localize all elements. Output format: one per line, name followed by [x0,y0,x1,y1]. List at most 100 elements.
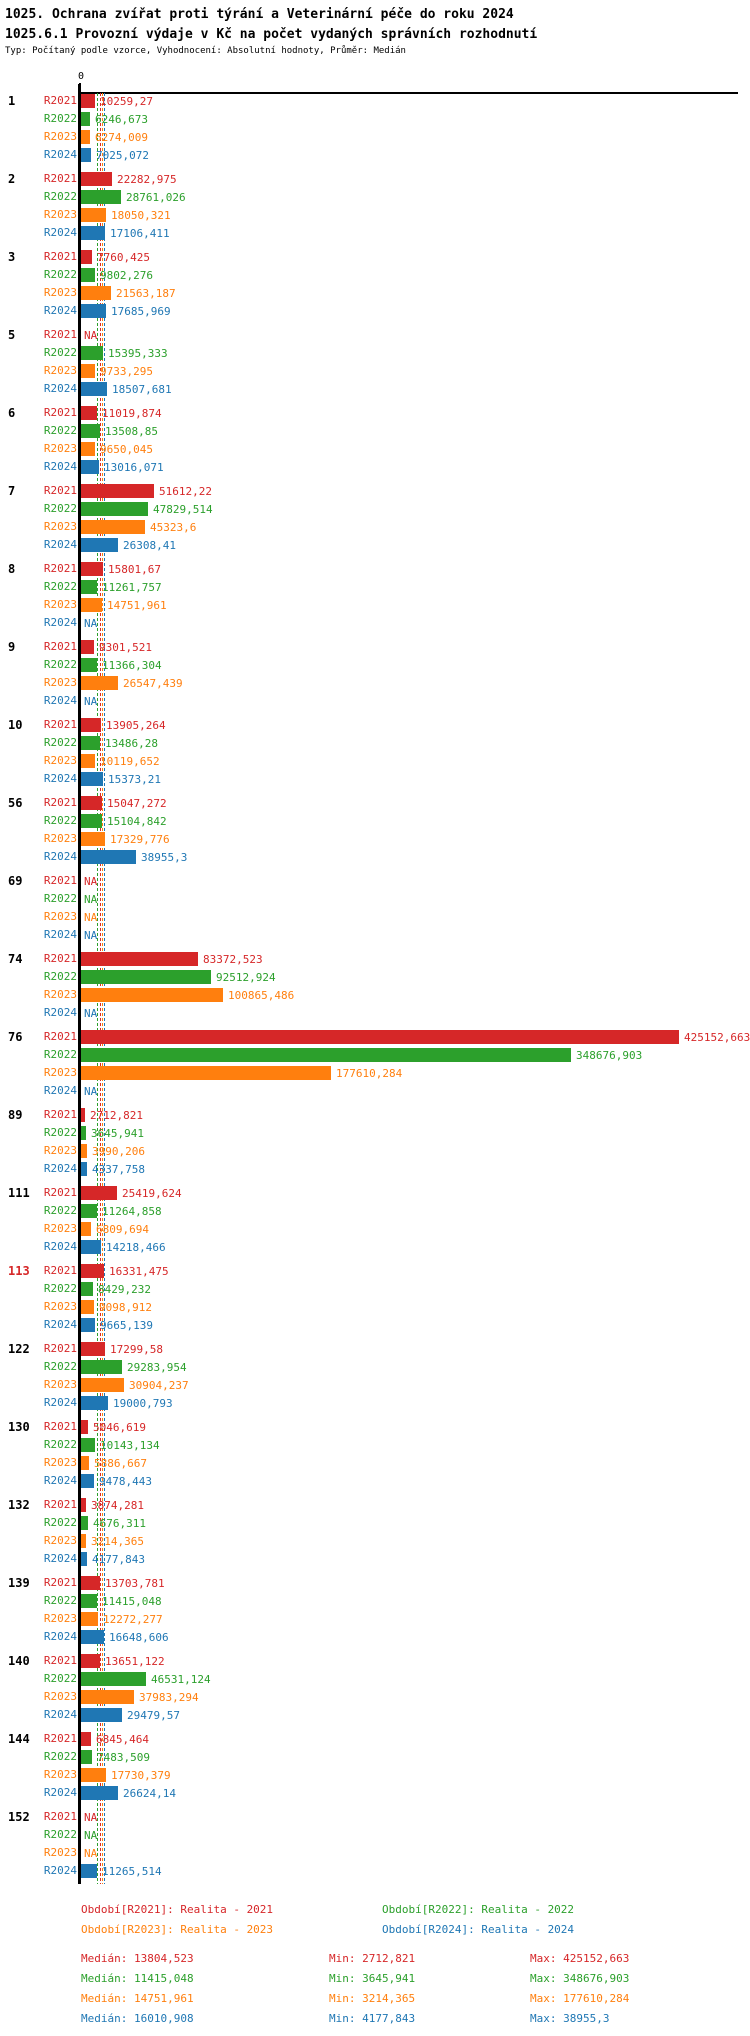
bar [81,1534,86,1548]
series-row-label: R2021 [43,1420,77,1433]
bar-value-label: 29479,57 [127,1709,180,1722]
series-row-label: R2023 [43,442,77,455]
bar-value-label: 17685,969 [111,305,171,318]
bar-value-label: 7483,509 [97,1751,150,1764]
series-row-label: R2022 [43,736,77,749]
bar-value-label: 15104,842 [107,815,167,828]
series-row-label: R2021 [43,1810,77,1823]
stat-median-r2022: Medián: 11415,048 [81,1972,194,1985]
bar-value-label: 13703,781 [105,1577,165,1590]
category-label: 5 [8,328,16,342]
series-row-label: R2022 [43,1204,77,1217]
series-row-label: R2024 [43,460,77,473]
bar-value-label: 177610,284 [336,1067,403,1080]
bar [81,442,95,456]
bar [81,736,100,750]
bar-value-label: 16648,606 [109,1631,169,1644]
bar-value-label: 15801,67 [108,563,161,576]
bar [81,268,95,282]
series-row-label: R2022 [43,814,77,827]
series-row-label: R2023 [43,1534,77,1547]
series-row-label: R2024 [43,1318,77,1331]
category-label: 69 [8,874,23,888]
series-row-label: R2023 [43,1222,77,1235]
series-row-label: R2021 [43,1108,77,1121]
series-row-label: R2024 [43,1474,77,1487]
stat-max-r2023: Max: 177610,284 [530,1992,630,2005]
series-row-label: R2023 [43,1144,77,1157]
bar-value-label: 83372,523 [203,953,263,966]
series-row-label: R2022 [43,1438,77,1451]
series-row-label: R2021 [43,640,77,653]
series-row-label: R2021 [43,94,77,107]
bar-value-label: 17299,58 [110,1343,163,1356]
category-label: 144 [8,1732,30,1746]
bar-value-label: 26624,14 [123,1787,176,1800]
bar-value-label: 26547,439 [123,677,183,690]
bar-value-label: 6246,673 [95,113,148,126]
bar-value-label: 51612,22 [159,485,212,498]
series-row-label: R2023 [43,910,77,923]
bar-value-label: 8429,232 [98,1283,151,1296]
category-label: 74 [8,952,23,966]
series-row-label: R2022 [43,580,77,593]
bar [81,580,97,594]
bar [81,1456,89,1470]
bar [81,1396,108,1410]
series-row-label: R2023 [43,988,77,1001]
series-row-label: R2023 [43,1690,77,1703]
bar [81,754,95,768]
series-row-label: R2021 [43,1264,77,1277]
bar [81,1474,94,1488]
bar-value-label: 11019,874 [102,407,162,420]
bar [81,1612,98,1626]
bar [81,970,211,984]
bar-value-label: 100865,486 [228,989,295,1002]
na-value-label: NA [84,695,98,708]
series-row-label: R2021 [43,328,77,341]
bar [81,130,90,144]
page-subtitle: 1025.6.1 Provozní výdaje v Kč na počet v… [5,27,538,42]
bar-value-label: 4337,758 [92,1163,145,1176]
bar [81,94,95,108]
bar-value-label: 45323,6 [150,521,197,534]
bar [81,304,106,318]
bar [81,1594,97,1608]
category-label: 140 [8,1654,30,1668]
bar [81,172,112,186]
series-row-label: R2023 [43,130,77,143]
series-row-label: R2024 [43,1864,77,1877]
category-label: 130 [8,1420,30,1434]
bar-value-label: 425152,663 [684,1031,750,1044]
stat-median-r2023: Medián: 14751,961 [81,1992,194,2005]
bar-value-label: 29283,954 [127,1361,187,1374]
series-row-label: R2021 [43,172,77,185]
bar-value-label: 3214,365 [91,1535,144,1548]
bar [81,1516,88,1530]
stat-median-r2021: Medián: 13804,523 [81,1952,194,1965]
bar-value-label: 6274,009 [95,131,148,144]
series-row-label: R2024 [43,304,77,317]
bar [81,406,97,420]
category-label: 2 [8,172,16,186]
series-row-label: R2024 [43,772,77,785]
bar-value-label: 6809,694 [96,1223,149,1236]
bar-value-label: 2712,821 [90,1109,143,1122]
bar-value-label: 6845,464 [96,1733,149,1746]
bar [81,148,91,162]
bar [81,676,118,690]
stat-min-r2022: Min: 3645,941 [329,1972,416,1985]
page-meta: Typ: Počítaný podle vzorce, Vyhodnocení:… [5,46,406,56]
category-label: 139 [8,1576,30,1590]
bar [81,1300,94,1314]
bar-value-label: 4177,843 [92,1553,145,1566]
bar [81,364,95,378]
bar-value-label: 38955,3 [141,851,188,864]
series-row-label: R2024 [43,382,77,395]
series-row-label: R2022 [43,1282,77,1295]
bar-value-label: 18507,681 [112,383,172,396]
series-row-label: R2024 [43,1162,77,1175]
bar [81,1498,86,1512]
category-label: 132 [8,1498,30,1512]
